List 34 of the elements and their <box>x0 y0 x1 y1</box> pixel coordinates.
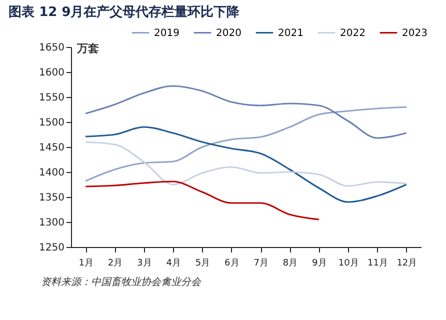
x-tick-label: 8月 <box>282 258 298 268</box>
x-tick-label: 1月 <box>78 258 94 268</box>
legend-label: 2021 <box>278 28 304 39</box>
legend-label: 2023 <box>402 28 428 39</box>
line-series <box>84 126 408 203</box>
x-tick-label: 5月 <box>195 258 210 268</box>
y-tick-label: 1250 <box>39 242 64 254</box>
x-tick-label: 6月 <box>224 258 240 268</box>
y-tick-label: 1400 <box>39 168 64 178</box>
y-tick-label: 1450 <box>39 142 64 154</box>
legend-label: 2019 <box>154 28 180 39</box>
y-tick-label: 1650 <box>39 42 64 54</box>
legend-label: 2020 <box>216 28 242 39</box>
x-tick-label: 4月 <box>166 258 181 268</box>
y-tick-label: 1350 <box>39 192 64 204</box>
y-tick-label: 1500 <box>39 118 64 128</box>
x-tick-label: 10月 <box>338 258 359 268</box>
line-series <box>84 141 408 187</box>
x-tick-label: 9月 <box>312 258 327 268</box>
y-axis-title: 万套 <box>76 42 99 55</box>
y-tick-label: 1300 <box>39 218 64 228</box>
line-series <box>84 180 320 220</box>
x-tick-label: 3月 <box>137 258 152 268</box>
legend-label: 2022 <box>340 28 366 39</box>
line-series <box>84 106 408 182</box>
x-tick-label: 2月 <box>108 258 123 268</box>
chart-title: 图表 12 9月在产父母代存栏量环比下降 <box>8 4 241 20</box>
x-tick-label: 11月 <box>368 258 388 268</box>
x-tick-label: 12月 <box>396 258 418 268</box>
y-tick-label: 1600 <box>39 68 64 78</box>
y-tick-label: 1550 <box>39 92 64 104</box>
x-tick-label: 7月 <box>254 258 268 268</box>
line-series <box>84 85 408 139</box>
text: 资料来源：中国畜牧业协会禽业分会 <box>41 276 202 288</box>
